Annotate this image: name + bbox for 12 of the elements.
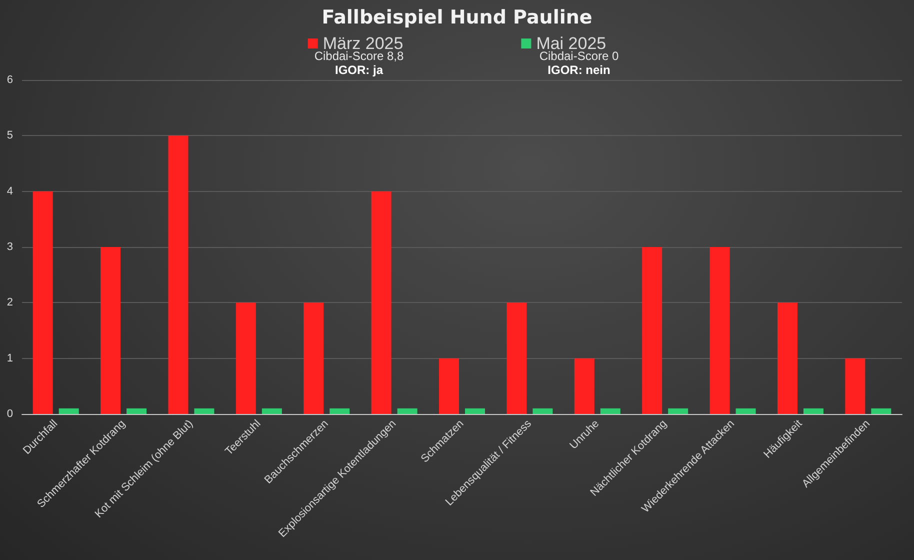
y-tick-label: 1: [6, 352, 13, 364]
text: IGOR: ja: [334, 63, 384, 77]
y-tick-label: 6: [6, 74, 13, 86]
text: Cibdai-Score 0: [539, 49, 620, 63]
y-tick-label: 5: [6, 130, 13, 142]
text: IGOR: nein: [548, 63, 610, 77]
y-tick-label: 4: [6, 185, 13, 198]
chart-title: Fallbeispiel Hund Pauline: [322, 6, 592, 28]
y-tick-label: 0: [6, 408, 13, 420]
y-tick-label: 2: [6, 296, 13, 309]
y-tick-label: 3: [6, 241, 13, 253]
text: Cibdai-Score 8,8: [314, 49, 404, 63]
